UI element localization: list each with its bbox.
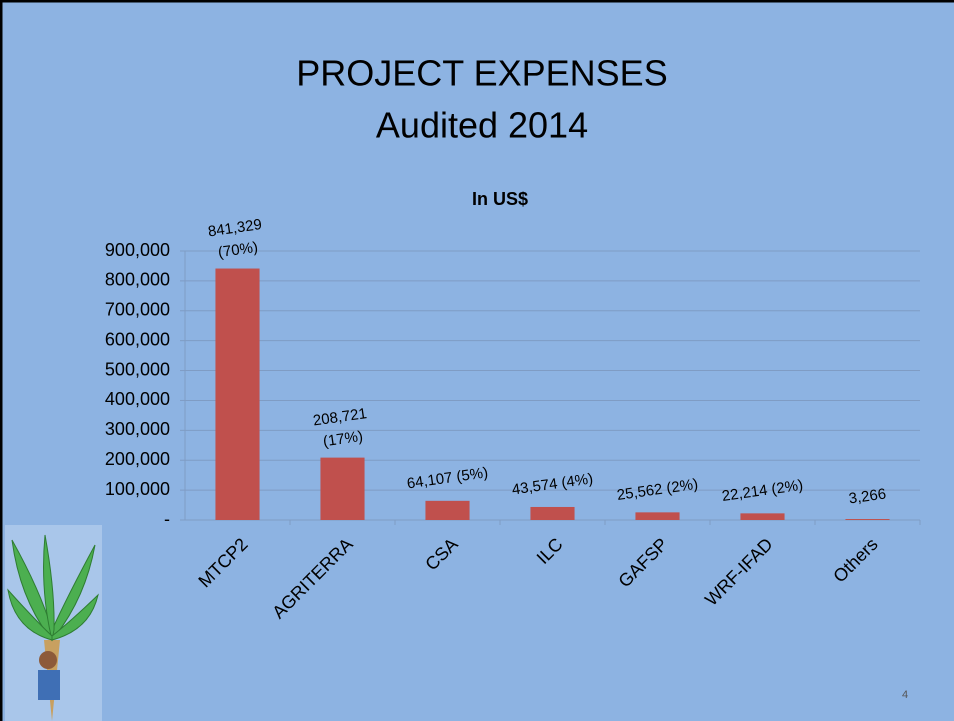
y-tick-label: 900,000 — [105, 240, 170, 260]
y-tick-label: 600,000 — [105, 329, 170, 349]
bar — [425, 501, 469, 520]
y-tick-label: - — [164, 509, 170, 529]
y-tick-label: 300,000 — [105, 419, 170, 439]
slide: PROJECT EXPENSES Audited 2014 In US$ 4 -… — [0, 0, 954, 721]
y-tick-label: 500,000 — [105, 359, 170, 379]
y-tick-label: 700,000 — [105, 300, 170, 320]
logo-figure-body — [38, 670, 60, 700]
page-number: 4 — [902, 689, 908, 701]
slide-title: PROJECT EXPENSES — [296, 53, 667, 94]
bar — [845, 519, 889, 520]
logo-figure — [39, 651, 57, 669]
y-tick-label: 400,000 — [105, 389, 170, 409]
logo — [5, 525, 102, 721]
y-tick-label: 100,000 — [105, 479, 170, 499]
bar — [740, 513, 784, 520]
slide-subtitle: Audited 2014 — [376, 105, 588, 146]
bar — [215, 269, 259, 520]
y-tick-label: 200,000 — [105, 449, 170, 469]
bar — [320, 458, 364, 520]
bar — [635, 512, 679, 520]
chart-title: In US$ — [472, 189, 528, 209]
y-tick-label: 800,000 — [105, 270, 170, 290]
bar — [530, 507, 574, 520]
